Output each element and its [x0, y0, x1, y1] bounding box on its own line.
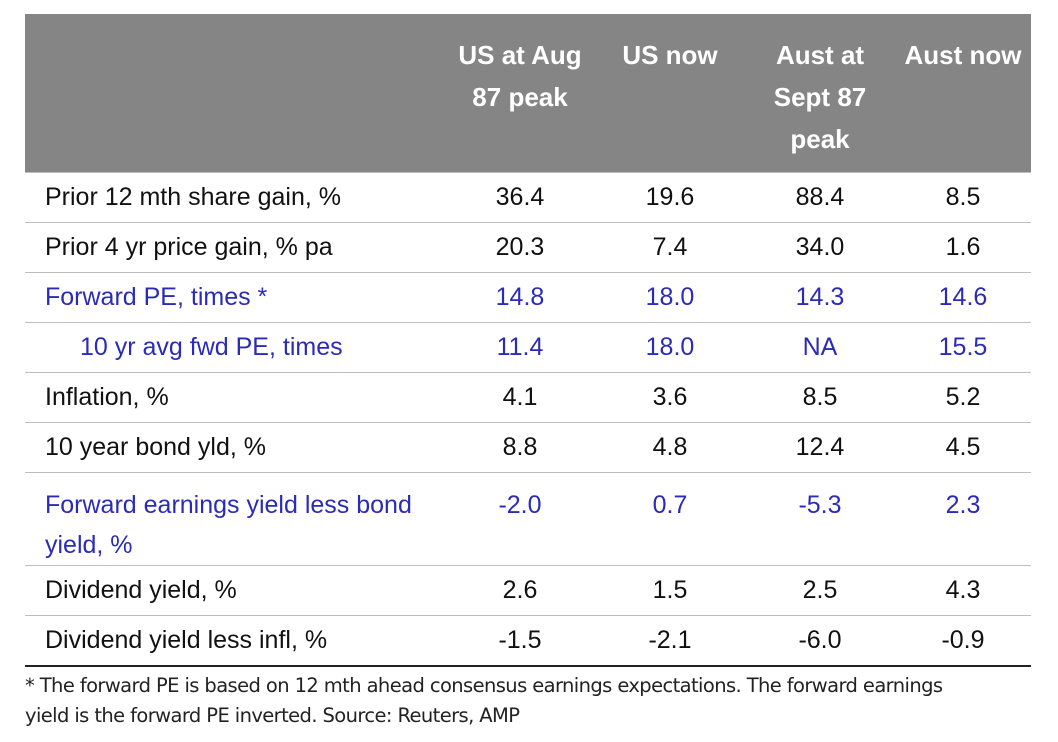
cell: 19.6	[595, 172, 745, 223]
table-row: 10 yr avg fwd PE, times 11.4 18.0 NA 15.5	[25, 322, 1031, 373]
cell: 3.6	[595, 372, 745, 423]
row-label: Prior 12 mth share gain, %	[25, 172, 445, 223]
table-body: Prior 12 mth share gain, % 36.4 19.6 88.4 8.…	[25, 172, 1031, 667]
footnote: * The forward PE is based on 12 mth ahea…	[25, 674, 943, 727]
cell: 2.5	[745, 565, 895, 616]
cell: 4.5	[895, 422, 1031, 473]
cell: 15.5	[895, 322, 1031, 373]
cell: 11.4	[445, 322, 595, 373]
cell: 18.0	[595, 272, 745, 323]
cell: 4.8	[595, 422, 745, 473]
row-label: Forward earnings yield less bond yield, …	[25, 472, 445, 566]
row-label: 10 yr avg fwd PE, times	[25, 322, 445, 373]
table-row: Dividend yield less infl, % -1.5 -2.1 -6.0-…	[25, 615, 1031, 667]
cell: 8.5	[895, 172, 1031, 223]
table-row: Prior 4 yr price gain, % pa 20.3 7.4 34.0 1.…	[25, 222, 1031, 273]
table-row: Prior 12 mth share gain, % 36.4 19.6 88.4 8.…	[25, 172, 1031, 223]
cell: -2.1	[595, 615, 745, 667]
column-header: US at Aug 87 peak	[445, 14, 595, 173]
cell: 36.4	[445, 172, 595, 223]
header-row: US at Aug 87 peak US now Aust at Sept 87 p…	[25, 14, 1031, 173]
row-label: Forward PE, times *	[25, 272, 445, 323]
column-header: Aust now	[895, 14, 1031, 173]
cell: 2.6	[445, 565, 595, 616]
cell: 20.3	[445, 222, 595, 273]
cell: 18.0	[595, 322, 745, 373]
row-label: Inflation, %	[25, 372, 445, 423]
cell: 0.7	[595, 472, 745, 566]
cell: -6.0	[745, 615, 895, 667]
cell: 4.1	[445, 372, 595, 423]
cell: 12.4	[745, 422, 895, 473]
table-row: Forward earnings yield less bond yield, …	[25, 472, 1031, 566]
column-header: US now	[595, 14, 745, 173]
cell: 8.8	[445, 422, 595, 473]
header-blank	[25, 14, 445, 173]
row-label: 10 year bond yld, %	[25, 422, 445, 473]
cell: -2.0	[445, 472, 595, 566]
cell: 14.8	[445, 272, 595, 323]
table-wrap: US at Aug 87 peak US now Aust at Sept 87 p…	[25, 14, 1031, 731]
cell: 14.3	[745, 272, 895, 323]
cell: 4.3	[895, 565, 1031, 616]
table-row: 10 year bond yld, % 8.8 4.8 12.4 4.5	[25, 422, 1031, 473]
row-label: Dividend yield less infl, %	[25, 615, 445, 667]
cell: 34.0	[745, 222, 895, 273]
cell: 14.6	[895, 272, 1031, 323]
cell: -5.3	[745, 472, 895, 566]
cell: 1.6	[895, 222, 1031, 273]
cell: 2.3	[895, 472, 1031, 566]
table-row: Forward PE, times * 14.8 18.0 14.3 14.6	[25, 272, 1031, 323]
cell: 8.5	[745, 372, 895, 423]
cell: -0.9	[895, 615, 1031, 667]
row-label: Dividend yield, %	[25, 565, 445, 616]
cell: 5.2	[895, 372, 1031, 423]
cell: NA	[745, 322, 895, 373]
table-row: Inflation, % 4.1 3.6 8.5 5.2	[25, 372, 1031, 423]
cell: 7.4	[595, 222, 745, 273]
cell: -1.5	[445, 615, 595, 667]
cell: 88.4	[745, 172, 895, 223]
column-header: Aust at Sept 87 peak	[745, 14, 895, 173]
table-row: Dividend yield, % 2.6 1.5 2.5 4.3	[25, 565, 1031, 616]
comparison-table: US at Aug 87 peak US now Aust at Sept 87 p…	[25, 14, 1031, 667]
row-label: Prior 4 yr price gain, % pa	[25, 222, 445, 273]
cell: 1.5	[595, 565, 745, 616]
